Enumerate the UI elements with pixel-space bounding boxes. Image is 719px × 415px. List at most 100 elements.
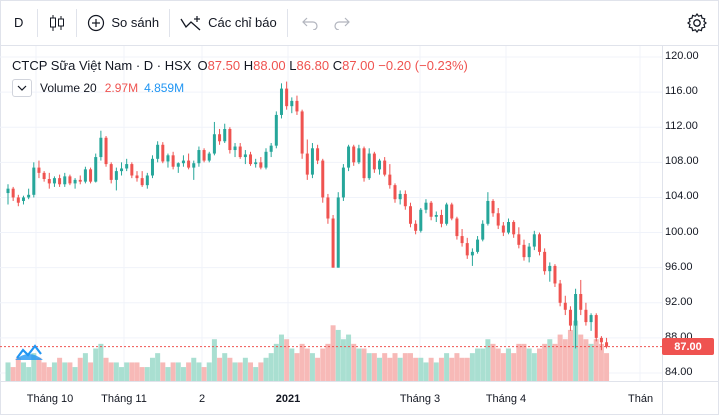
redo-button[interactable] — [326, 0, 358, 46]
volume-bar — [31, 353, 37, 381]
candle-body — [223, 128, 227, 142]
candle — [605, 337, 609, 349]
volume-bar — [57, 357, 63, 381]
undo-button[interactable] — [288, 0, 326, 46]
volume-bar — [67, 362, 73, 381]
volume-bar — [119, 367, 125, 381]
volume-bar — [51, 362, 57, 381]
candle — [372, 151, 376, 173]
open-value: 87.50 — [207, 58, 241, 73]
candle-body — [47, 179, 51, 184]
candle — [285, 81, 289, 110]
volume-bar — [485, 339, 491, 381]
volume-bar — [521, 343, 527, 381]
candle — [439, 209, 443, 228]
candle-body — [259, 162, 263, 168]
volume-bar — [593, 339, 599, 381]
candle — [254, 158, 258, 168]
candle — [140, 171, 144, 187]
ohlc-values: O87.50 H88.00 L86.80 C87.00 −0.20 (−0.23… — [197, 58, 467, 73]
symbol-title[interactable]: CTCP Sữa Việt Nam · D · HSX — [12, 58, 192, 73]
candle — [11, 186, 15, 201]
candle-body — [156, 144, 160, 159]
candle — [491, 199, 495, 217]
volume-bar — [480, 348, 486, 381]
volume-bar — [15, 357, 21, 381]
candle-body — [89, 169, 93, 182]
candle — [589, 313, 593, 331]
volume-bar — [361, 348, 367, 381]
candle — [537, 232, 541, 256]
tradingview-logo-icon[interactable] — [14, 340, 44, 364]
candle-body — [269, 145, 273, 152]
candle — [202, 148, 206, 163]
candle — [21, 195, 25, 205]
price-axis[interactable] — [662, 46, 719, 381]
volume-bar — [242, 357, 248, 381]
candle — [295, 95, 299, 115]
candle — [73, 178, 77, 189]
candle-body — [16, 197, 20, 203]
candle-body — [476, 239, 480, 252]
time-axis[interactable] — [0, 381, 662, 415]
candle — [135, 171, 139, 182]
volume-bar — [371, 353, 377, 381]
volume-bar — [108, 362, 114, 381]
candle — [553, 264, 557, 287]
volume-bar — [170, 362, 176, 381]
low-key: L — [289, 58, 297, 73]
volume-bar — [397, 357, 403, 381]
volume-bar — [459, 357, 465, 381]
candle-body — [130, 164, 134, 176]
candle — [16, 194, 20, 207]
candle — [517, 227, 521, 249]
compare-label: So sánh — [111, 15, 160, 30]
candle — [89, 167, 93, 184]
candle-body — [579, 294, 583, 310]
volume-bar — [139, 367, 145, 381]
candle — [218, 128, 222, 145]
candle-body — [481, 223, 485, 240]
volume-bar — [294, 353, 300, 381]
settings-button[interactable] — [685, 11, 709, 35]
compare-button[interactable]: So sánh — [77, 0, 169, 46]
volume-bar — [454, 353, 460, 381]
candle — [481, 220, 485, 242]
collapse-legend-button[interactable] — [12, 79, 32, 97]
indicators-button[interactable]: Các chỉ báo — [170, 0, 287, 46]
candle-body — [125, 164, 129, 169]
toolbar-divider — [76, 8, 78, 37]
candle — [445, 202, 449, 226]
volume-bar — [232, 362, 238, 381]
volume-bar — [407, 353, 413, 381]
volume-bar — [531, 353, 537, 381]
volume-bar — [160, 362, 166, 381]
candle-body — [460, 236, 464, 244]
interval-button[interactable]: D — [0, 0, 37, 46]
candle-body — [434, 215, 438, 217]
candle — [32, 162, 36, 198]
price-tick-label: 108.00 — [665, 155, 699, 168]
candle-body — [42, 172, 46, 180]
candle — [522, 239, 526, 261]
candle — [228, 127, 232, 154]
candlestick-icon — [50, 14, 65, 31]
chart-pane[interactable] — [0, 46, 662, 381]
volume-bar — [346, 334, 352, 381]
chart-type-button[interactable] — [38, 0, 76, 46]
candle-body — [378, 160, 382, 170]
volume-label[interactable]: Volume 20 — [40, 81, 97, 95]
volume-bar — [604, 353, 610, 381]
candle-body — [135, 175, 139, 179]
volume-bar — [41, 362, 47, 381]
candle-body — [522, 244, 526, 258]
toolbar-divider — [37, 8, 39, 37]
volume-bar — [113, 362, 119, 381]
gear-icon — [687, 12, 707, 34]
candle — [243, 150, 247, 165]
candle — [512, 220, 516, 238]
low-value: 86.80 — [296, 58, 330, 73]
candle — [455, 216, 459, 240]
price-chart[interactable] — [0, 46, 662, 381]
candle — [130, 162, 134, 179]
